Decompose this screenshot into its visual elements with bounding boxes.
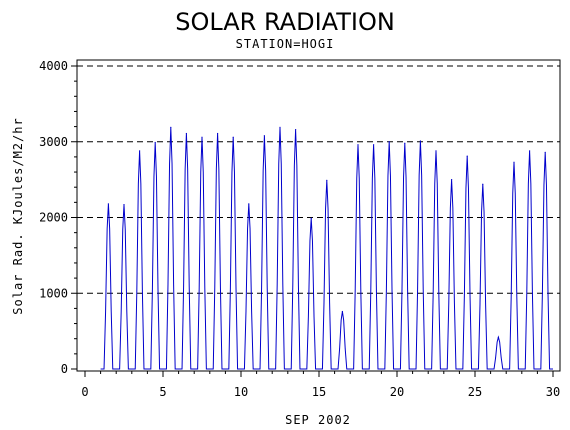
data-point-28 xyxy=(544,151,546,153)
data-point-24 xyxy=(482,183,484,185)
x-tick-label: 0 xyxy=(81,385,88,399)
x-tick-label: 30 xyxy=(546,385,560,399)
data-point-16 xyxy=(357,144,359,146)
plot-area xyxy=(100,126,553,370)
chart-subtitle: STATION=HOGI xyxy=(236,37,335,51)
y-tick-label: 0 xyxy=(61,362,68,376)
x-tick-label: 10 xyxy=(234,385,248,399)
y-tick-label: 3000 xyxy=(39,135,68,149)
data-point-20 xyxy=(419,140,421,142)
data-point-27 xyxy=(529,150,531,152)
data-point-13 xyxy=(310,217,312,219)
data-point-4 xyxy=(170,126,172,128)
data-point-10 xyxy=(263,135,265,137)
data-point-19 xyxy=(404,142,406,144)
data-point-8 xyxy=(232,136,234,138)
x-axis: 0 5 10 15 20 25 30 xyxy=(81,371,560,399)
y-axis-label: Solar Rad. KJoules/M2/hr xyxy=(11,117,25,314)
data-point-23 xyxy=(466,155,468,157)
data-point-7 xyxy=(217,132,219,135)
y-tick-label: 1000 xyxy=(39,286,68,300)
data-point-22 xyxy=(451,179,453,181)
x-tick-label: 5 xyxy=(159,385,166,399)
data-point-18 xyxy=(388,141,390,143)
y-axis: 0 1000 2000 3000 4000 xyxy=(39,59,77,376)
grid-lines xyxy=(77,65,560,294)
y-tick-label: 4000 xyxy=(39,59,68,73)
data-point-12 xyxy=(295,129,297,131)
data-point-15 xyxy=(341,310,343,313)
chart-title: SOLAR RADIATION xyxy=(175,8,395,36)
series-line xyxy=(100,127,553,370)
data-point-21 xyxy=(435,150,437,152)
x-tick-label: 20 xyxy=(390,385,404,399)
data-point-3 xyxy=(154,141,156,144)
data-point-25 xyxy=(497,336,499,338)
plot-frame xyxy=(76,59,561,372)
y-tick-label: 2000 xyxy=(39,211,68,225)
data-point-9 xyxy=(248,203,250,205)
x-tick-label: 15 xyxy=(312,385,326,399)
data-point-26 xyxy=(513,161,515,163)
data-point-1 xyxy=(123,204,125,206)
data-point-17 xyxy=(373,144,375,146)
data-point-6 xyxy=(201,136,203,138)
x-axis-label: SEP 2002 xyxy=(285,413,351,427)
x-tick-label: 25 xyxy=(468,385,482,399)
data-point-0 xyxy=(107,203,109,205)
data-point-11 xyxy=(279,126,281,128)
data-point-14 xyxy=(326,179,328,181)
data-point-5 xyxy=(185,132,187,135)
data-point-2 xyxy=(139,150,141,152)
